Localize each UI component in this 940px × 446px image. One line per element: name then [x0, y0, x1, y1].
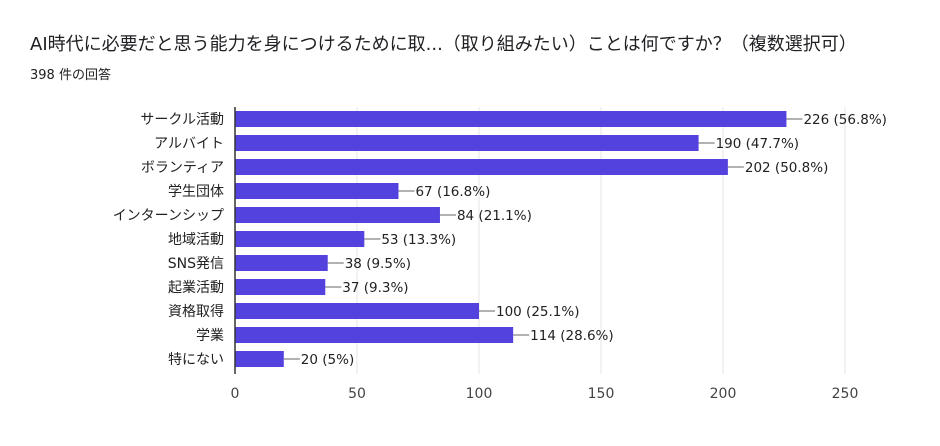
category-label: インターンシップ — [113, 208, 224, 224]
x-tick-label: 200 — [710, 386, 737, 402]
category-label: 学生団体 — [168, 184, 224, 200]
bar — [235, 183, 399, 199]
category-label: 起業活動 — [168, 280, 224, 296]
category-label: アルバイト — [154, 136, 224, 152]
value-label: 226 (56.8%) — [803, 112, 886, 128]
value-label: 37 (9.3%) — [342, 280, 408, 296]
value-label: 53 (13.3%) — [381, 232, 456, 248]
value-label: 20 (5%) — [301, 352, 354, 368]
bar — [235, 255, 328, 271]
value-label: 114 (28.6%) — [530, 328, 613, 344]
x-tick-label: 50 — [348, 386, 366, 402]
bar — [235, 159, 728, 175]
category-label: 地域活動 — [168, 232, 224, 248]
bar — [235, 207, 440, 223]
value-label: 190 (47.7%) — [716, 136, 799, 152]
value-label: 67 (16.8%) — [415, 184, 490, 200]
response-count: 398 件の回答 — [30, 68, 111, 83]
value-label: 38 (9.5%) — [345, 256, 411, 272]
x-tick-label: 100 — [466, 386, 493, 402]
category-label: SNS発信 — [168, 256, 224, 272]
category-label: 学業 — [196, 328, 224, 344]
bar — [235, 231, 365, 247]
x-tick-label: 250 — [832, 386, 859, 402]
bar — [235, 135, 699, 151]
bar — [235, 327, 514, 343]
category-label: 資格取得 — [168, 303, 224, 320]
bar — [235, 303, 479, 319]
value-label: 84 (21.1%) — [457, 208, 532, 224]
bar — [235, 111, 787, 127]
category-label: ボランティア — [141, 160, 224, 176]
bar — [235, 351, 284, 367]
category-label: 特にない — [168, 352, 224, 368]
x-tick-label: 0 — [231, 386, 240, 402]
value-label: 202 (50.8%) — [745, 160, 828, 176]
bar — [235, 279, 326, 295]
x-tick-label: 150 — [588, 386, 615, 402]
chart-title: AI時代に必要だと思う能力を身につけるために取...（取り組みたい）ことは何です… — [30, 34, 857, 55]
value-label: 100 (25.1%) — [496, 304, 579, 320]
category-label: サークル活動 — [140, 112, 224, 128]
